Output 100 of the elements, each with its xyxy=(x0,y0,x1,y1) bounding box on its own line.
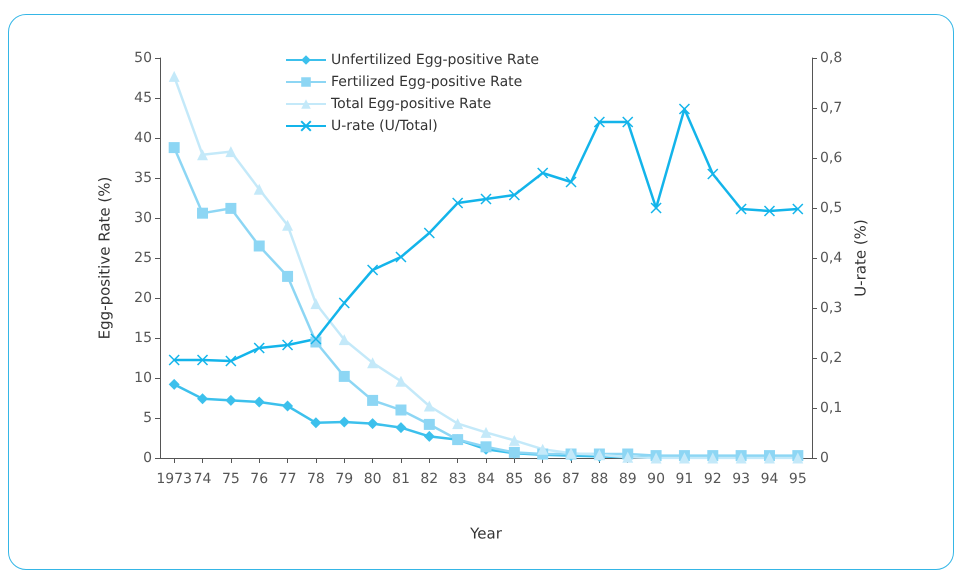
point xyxy=(735,203,747,215)
y-tick-label: 15 xyxy=(134,330,152,346)
y2-tick-label: 0,2 xyxy=(820,350,842,366)
point xyxy=(254,184,265,195)
x-tick-label: 85 xyxy=(505,471,524,487)
point xyxy=(594,116,606,128)
x-tick-label: 84 xyxy=(477,471,495,487)
point xyxy=(452,418,464,430)
legend-label: Unfertilized Egg-positive Rate xyxy=(331,52,540,68)
point xyxy=(168,354,180,366)
point xyxy=(168,378,180,390)
point xyxy=(168,142,180,154)
y2-tick-label: 0 xyxy=(820,450,829,466)
point xyxy=(367,357,378,368)
point xyxy=(282,400,294,412)
point xyxy=(310,298,322,310)
x-tick-label: 89 xyxy=(618,471,637,487)
point xyxy=(225,146,236,158)
y2-tick-label: 0,5 xyxy=(820,200,842,216)
y2-tick-label: 0,7 xyxy=(820,100,842,116)
y2-tick-label: 0,4 xyxy=(820,250,842,266)
y-tick-label: 30 xyxy=(134,210,152,226)
point xyxy=(508,189,520,201)
point xyxy=(282,270,294,282)
x-tick-label: 95 xyxy=(788,471,807,487)
x-tick-label: 77 xyxy=(278,471,296,487)
y-tick-label: 35 xyxy=(134,170,152,186)
point xyxy=(338,416,350,428)
y-axis-title: Egg-positive Rate (%) xyxy=(96,176,114,340)
y2-tick-label: 0,6 xyxy=(820,150,842,166)
point xyxy=(395,251,407,263)
y-tick-label: 10 xyxy=(134,370,152,386)
point xyxy=(536,167,548,179)
point xyxy=(565,176,577,188)
y2-axis-title: U-rate (%) xyxy=(852,219,870,297)
x-tick-label: 80 xyxy=(364,471,382,487)
point xyxy=(650,202,662,214)
point xyxy=(338,334,350,346)
point xyxy=(764,205,776,217)
x-tick-label: 1973 xyxy=(156,471,192,487)
x-tick-label: 86 xyxy=(534,471,552,487)
point xyxy=(254,240,265,252)
x-tick-label: 92 xyxy=(704,471,722,487)
y2-tick-label: 0,3 xyxy=(820,300,842,316)
x-tick-label: 78 xyxy=(307,471,325,487)
y-tick-label: 50 xyxy=(134,50,152,66)
legend-label: Total Egg-positive Rate xyxy=(330,96,492,112)
point xyxy=(367,418,378,430)
point xyxy=(622,116,634,128)
point xyxy=(367,394,378,406)
x-tick-label: 75 xyxy=(222,471,240,487)
x-tick-label: 76 xyxy=(250,471,268,487)
point xyxy=(395,404,406,416)
x-tick-label: 74 xyxy=(194,471,212,487)
point xyxy=(480,441,492,452)
point xyxy=(310,333,322,345)
x-tick-label: 87 xyxy=(562,471,580,487)
point xyxy=(792,203,804,215)
point xyxy=(196,354,208,366)
x-tick-label: 93 xyxy=(732,471,750,487)
point xyxy=(254,396,265,408)
point xyxy=(508,434,520,446)
y-tick-label: 0 xyxy=(143,450,152,466)
y-tick-label: 40 xyxy=(134,130,152,146)
y-tick-label: 5 xyxy=(143,410,152,426)
point xyxy=(395,376,406,387)
y2-tick-label: 0,1 xyxy=(820,400,842,416)
point xyxy=(480,193,492,205)
x-tick-label: 79 xyxy=(335,471,354,487)
point xyxy=(338,297,350,309)
point xyxy=(395,422,406,434)
x-tick-label: 81 xyxy=(392,471,410,487)
point xyxy=(424,430,435,442)
point xyxy=(225,394,236,406)
point xyxy=(310,417,322,428)
point xyxy=(537,444,548,455)
x-tick-label: 88 xyxy=(590,471,608,487)
point xyxy=(678,103,690,115)
point xyxy=(480,426,492,438)
point xyxy=(707,168,719,180)
y-tick-label: 20 xyxy=(134,290,152,306)
x-tick-label: 82 xyxy=(420,471,438,487)
point xyxy=(424,418,435,430)
point xyxy=(197,208,208,219)
x-axis-title: Year xyxy=(469,524,503,542)
point xyxy=(424,400,435,412)
point xyxy=(366,264,378,276)
x-tick-label: 94 xyxy=(760,471,778,487)
y-tick-label: 25 xyxy=(134,250,152,266)
point xyxy=(168,70,180,82)
legend-label: U-rate (U/Total) xyxy=(331,118,438,134)
point xyxy=(282,339,294,351)
point xyxy=(338,370,350,382)
legend-label: Fertilized Egg-positive Rate xyxy=(331,74,522,90)
point xyxy=(452,197,464,209)
point xyxy=(225,202,236,214)
point xyxy=(197,393,208,404)
x-tick-label: 90 xyxy=(647,471,665,487)
y-tick-label: 45 xyxy=(134,90,152,106)
y2-tick-label: 0,8 xyxy=(820,50,842,66)
